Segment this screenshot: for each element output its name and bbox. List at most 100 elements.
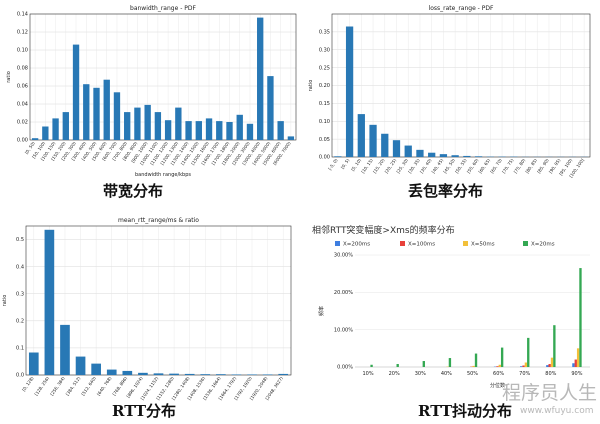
bar xyxy=(52,118,59,140)
y-tick-label: 0.10 xyxy=(319,119,330,125)
y-tick-label: 0.25 xyxy=(319,65,330,71)
caption-rtt-jitter: RTT抖动分布 xyxy=(418,402,512,420)
y-tick-label: 0.0 xyxy=(16,373,24,379)
bar xyxy=(184,373,195,375)
bar xyxy=(524,362,528,367)
bar xyxy=(106,369,117,375)
y-tick-label: 0.08 xyxy=(17,66,28,72)
watermark-text: 程序员人生 xyxy=(502,382,597,404)
x-tick-label: 40% xyxy=(441,371,452,377)
x-tick-label: [0, 5) xyxy=(340,157,351,169)
legend-swatch xyxy=(400,241,405,246)
bar xyxy=(463,155,471,157)
bar xyxy=(546,365,549,367)
bar xyxy=(334,156,342,157)
bar xyxy=(500,347,504,367)
bar xyxy=(175,107,182,140)
bar xyxy=(498,364,501,367)
bar xyxy=(216,121,223,140)
bar xyxy=(451,155,459,157)
bar xyxy=(392,140,401,157)
bar xyxy=(404,145,412,157)
y-tick-label: 0.04 xyxy=(17,102,28,108)
bar xyxy=(416,149,424,157)
bar xyxy=(169,373,179,375)
bar xyxy=(113,92,121,140)
y-tick-label: 0.06 xyxy=(17,84,28,90)
x-tick-label: 50% xyxy=(467,371,478,377)
chart-title: banwidth_range - PDF xyxy=(130,5,196,12)
y-tick-label: 0.4 xyxy=(16,264,24,270)
chart-title: loss_rate_range - PDF xyxy=(429,5,494,12)
bar xyxy=(553,325,556,367)
bar xyxy=(574,359,577,367)
bar xyxy=(200,374,211,375)
bar xyxy=(72,44,80,140)
legend-label: X=50ms xyxy=(471,242,495,248)
rtt-chart: 0.00.10.20.30.40.5[0, 128)[128, 256)[256… xyxy=(2,217,292,401)
x-tick-label: 80% xyxy=(545,371,556,377)
x-tick-label: [-5, 0) xyxy=(327,157,339,171)
legend-swatch xyxy=(335,241,340,246)
x-tick-label: 20% xyxy=(389,371,400,377)
bar xyxy=(31,138,39,140)
y-axis-label: ratio xyxy=(308,80,314,92)
x-axis-label: bandwidth range/kbps xyxy=(135,172,191,178)
bar xyxy=(153,373,164,375)
bar xyxy=(42,126,49,140)
chart-title: 相邻RTT突变幅度>Xms的频率分布 xyxy=(312,224,455,236)
bar xyxy=(278,373,289,375)
y-tick-label: 0.15 xyxy=(319,101,330,107)
bar xyxy=(246,123,254,140)
bar xyxy=(144,104,151,140)
x-tick-label: 90% xyxy=(571,371,582,377)
bar xyxy=(548,364,551,367)
bar xyxy=(216,374,226,375)
y-tick-label: 0.00 xyxy=(319,155,330,161)
bar xyxy=(195,121,202,140)
bar xyxy=(345,26,354,158)
y-tick-label: 0.3 xyxy=(16,291,24,297)
y-tick-label: 0.20 xyxy=(319,83,330,89)
y-tick-label: 0.10 xyxy=(17,48,28,54)
bar xyxy=(277,121,284,140)
bar xyxy=(83,84,90,140)
legend-label: X=200ms xyxy=(343,242,370,248)
bar xyxy=(205,118,213,140)
bar xyxy=(396,364,399,367)
caption-bandwidth: 带宽分布 xyxy=(103,182,163,200)
bar xyxy=(134,107,141,140)
bar xyxy=(236,114,243,140)
caption-loss-rate: 丢包率分布 xyxy=(408,182,483,200)
bar xyxy=(164,120,172,140)
bar xyxy=(93,87,100,140)
y-tick-label: 0.00% xyxy=(337,365,353,371)
bar xyxy=(474,156,483,157)
bar xyxy=(226,122,233,140)
loss-rate-chart: 0.00 0.05 0.10 0.15 0.20 0.25 0.30 0.35 [-5, 0)[… xyxy=(308,5,591,179)
chart-title: mean_rtt_range/ms & ratio xyxy=(118,217,199,224)
bar xyxy=(357,114,365,157)
legend-label: X=100ms xyxy=(408,242,435,248)
x-tick-label: 60% xyxy=(493,371,504,377)
bar xyxy=(381,133,389,157)
bar xyxy=(185,121,192,140)
caption-rtt: RTT分布 xyxy=(112,402,176,420)
x-tick-label: [384, 512) xyxy=(65,375,82,396)
bar xyxy=(520,366,523,367)
bar xyxy=(75,356,86,375)
bar xyxy=(369,124,377,157)
y-tick-label: 0.1 xyxy=(16,346,24,352)
bar xyxy=(287,136,295,140)
bar xyxy=(247,374,257,375)
bar xyxy=(448,358,452,367)
bar xyxy=(28,352,39,375)
bar xyxy=(267,76,274,140)
x-tick-label: [768, 896) xyxy=(111,375,128,396)
legend-swatch xyxy=(523,241,528,246)
bar xyxy=(154,112,162,140)
watermark-url: www.wfuyu.com xyxy=(520,406,593,416)
bar xyxy=(122,370,133,375)
y-tick-label: 0.14 xyxy=(17,12,28,18)
